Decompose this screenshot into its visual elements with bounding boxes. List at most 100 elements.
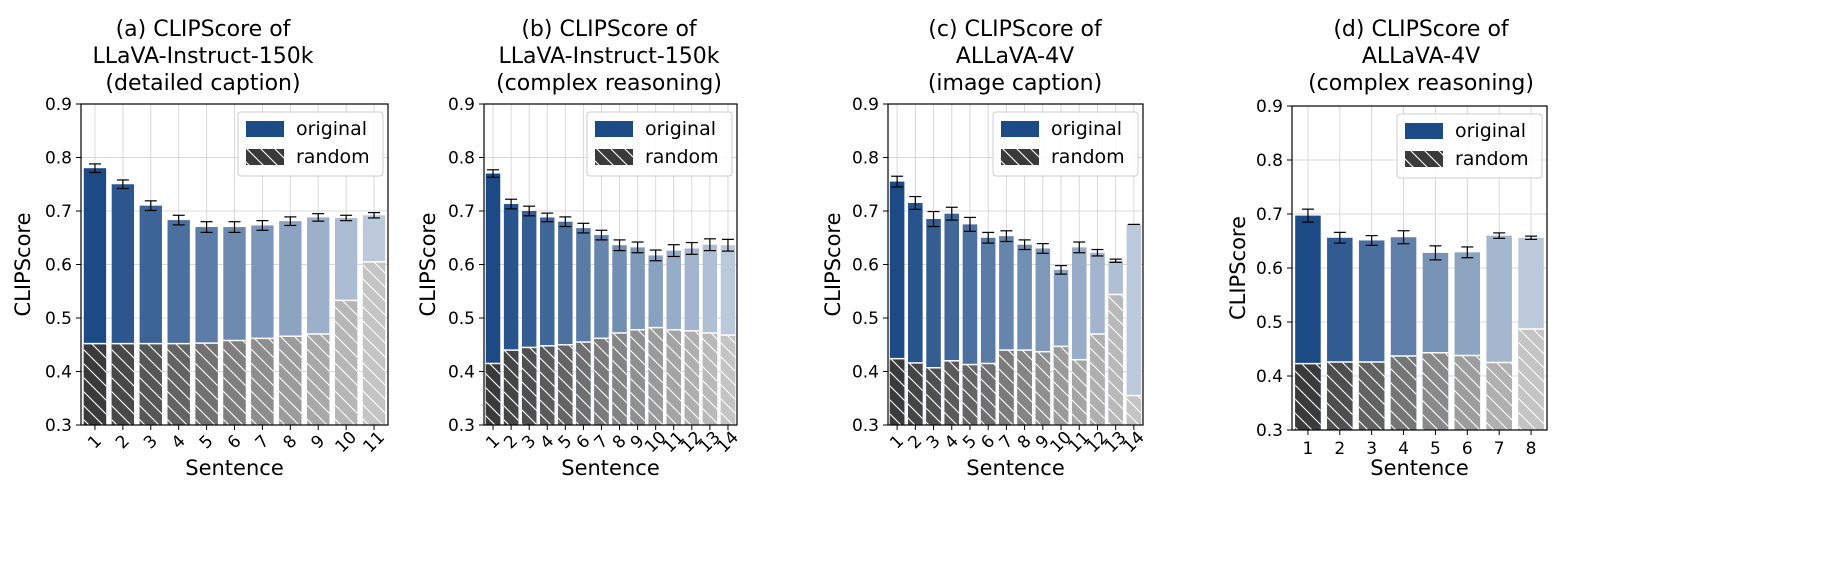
y-tick-label: 0.7 xyxy=(45,202,72,222)
x-tick-label: 4 xyxy=(1398,439,1409,459)
bar-random-hatch xyxy=(485,363,501,425)
bar-random-hatch xyxy=(111,343,135,425)
bar-random-hatch xyxy=(195,343,218,425)
bar-original xyxy=(485,173,501,425)
y-tick-label: 0.9 xyxy=(448,95,475,115)
chart-title-line: (image caption) xyxy=(928,71,1102,96)
bar-random-hatch xyxy=(980,363,996,425)
chart-title-line: (complex reasoning) xyxy=(1308,71,1534,96)
chart-title-line: LLaVA-Instruct-150k xyxy=(498,44,719,69)
chart-title-line: ALLaVA-4V xyxy=(956,44,1074,69)
y-tick-label: 0.6 xyxy=(45,256,72,276)
x-tick-label: 5 xyxy=(1430,439,1441,459)
x-tick-label: 6 xyxy=(573,431,595,453)
bar-random-hatch xyxy=(558,344,573,425)
x-tick-label: 1 xyxy=(482,431,504,453)
bar-random-hatch xyxy=(1035,351,1051,425)
bar-random-hatch xyxy=(666,329,681,425)
bar-random-hatch xyxy=(648,327,663,425)
x-tick-label: 7 xyxy=(996,431,1018,453)
x-tick-label: 6 xyxy=(977,431,999,453)
bar-random-hatch xyxy=(702,332,718,425)
x-tick-label: 2 xyxy=(112,431,134,453)
x-tick-label: 3 xyxy=(140,431,162,453)
y-tick-label: 0.6 xyxy=(1256,259,1283,279)
bar-random-hatch xyxy=(1126,395,1142,425)
bar-random-hatch xyxy=(1108,294,1123,425)
chart-title-line: LLaVA-Instruct-150k xyxy=(92,44,313,69)
y-axis-label: CLIPScore xyxy=(11,212,35,316)
x-tick-label: 7 xyxy=(252,431,274,453)
x-tick-label: 3 xyxy=(923,431,945,453)
x-tick-label: 8 xyxy=(1526,439,1537,459)
y-tick-label: 0.9 xyxy=(852,95,879,115)
bar-random-hatch xyxy=(279,336,302,425)
legend-label: original xyxy=(645,118,716,140)
y-tick-label: 0.3 xyxy=(45,416,72,436)
y-tick-label: 0.7 xyxy=(852,202,879,222)
legend: original random xyxy=(992,111,1139,177)
y-tick-label: 0.6 xyxy=(448,256,475,276)
bar-random-hatch xyxy=(926,367,941,425)
x-tick-label: 4 xyxy=(536,431,558,453)
chart-title-line: ALLaVA-4V xyxy=(1362,44,1480,69)
chart-panel-2: (b) CLIPScore ofLLaVA-Instruct-150k(comp… xyxy=(416,17,743,480)
x-tick-label: 1 xyxy=(886,431,908,453)
bar-random-hatch xyxy=(962,364,978,425)
legend: original random xyxy=(586,111,733,177)
x-tick-label: 14 xyxy=(1119,428,1148,457)
x-tick-label: 8 xyxy=(280,431,302,453)
y-tick-label: 0.5 xyxy=(448,309,475,329)
y-tick-label: 0.8 xyxy=(448,149,475,169)
bar-original xyxy=(1126,224,1142,425)
chart-title-line: (b) CLIPScore of xyxy=(521,17,698,42)
bar-random-hatch xyxy=(521,347,537,425)
bar-random-hatch xyxy=(944,360,960,425)
bar-random-hatch xyxy=(251,338,274,425)
bar-random-hatch xyxy=(908,362,923,425)
legend: original random xyxy=(1396,113,1543,179)
x-tick-label: 10 xyxy=(332,428,361,457)
y-tick-label: 0.8 xyxy=(1256,151,1283,171)
y-tick-label: 0.3 xyxy=(852,416,879,436)
y-tick-label: 0.6 xyxy=(852,256,879,276)
x-tick-label: 11 xyxy=(359,428,388,457)
y-tick-label: 0.4 xyxy=(1256,367,1283,387)
y-tick-label: 0.8 xyxy=(45,149,72,169)
y-tick-label: 0.4 xyxy=(45,363,72,383)
legend-label: original xyxy=(296,118,367,140)
x-tick-label: 7 xyxy=(1494,439,1505,459)
y-axis-label: CLIPScore xyxy=(1226,216,1250,320)
x-tick-label: 14 xyxy=(713,428,742,457)
bar-random-hatch xyxy=(1053,346,1069,425)
bar-random-hatch xyxy=(1518,329,1544,430)
bar-random-hatch xyxy=(1017,350,1032,425)
bar-random-hatch xyxy=(889,358,905,425)
x-tick-label: 6 xyxy=(224,431,246,453)
y-tick-label: 0.9 xyxy=(45,95,72,115)
legend-label: random xyxy=(296,146,370,168)
y-tick-label: 0.8 xyxy=(852,149,879,169)
bar-random-hatch xyxy=(1090,334,1105,425)
bar-random-hatch xyxy=(594,338,609,425)
y-tick-label: 0.3 xyxy=(1256,421,1283,441)
chart-panel-1: (a) CLIPScore ofLLaVA-Instruct-150k(deta… xyxy=(11,17,389,480)
bar-random-hatch xyxy=(1295,363,1321,430)
bar-random-hatch xyxy=(1071,359,1087,425)
y-tick-label: 0.9 xyxy=(1256,97,1283,117)
bar-random-hatch xyxy=(1358,361,1385,430)
bar-random-hatch xyxy=(139,343,162,425)
bar-random-hatch xyxy=(1327,361,1353,430)
x-tick-label: 3 xyxy=(1366,439,1377,459)
bar-random-hatch xyxy=(307,334,330,425)
y-axis-label: CLIPScore xyxy=(821,212,845,316)
bar-random-hatch xyxy=(576,342,591,425)
x-tick-label: 8 xyxy=(1014,431,1036,453)
bar-random-hatch xyxy=(362,261,386,425)
y-tick-label: 0.5 xyxy=(1256,313,1283,333)
legend-swatch-original xyxy=(1405,123,1443,139)
legend-swatch-original xyxy=(246,121,284,137)
bar-random-hatch xyxy=(83,343,107,425)
